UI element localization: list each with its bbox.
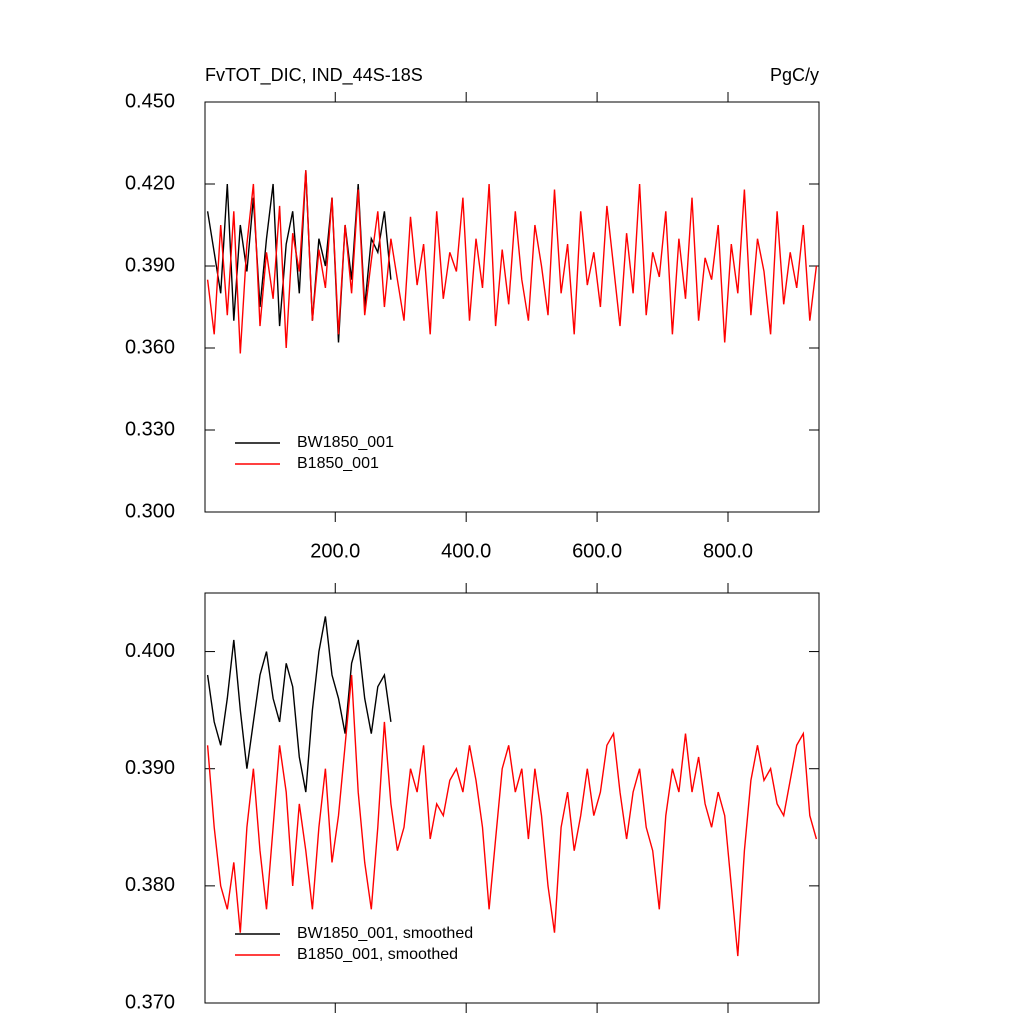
- y-tick-label: 0.390: [125, 254, 175, 276]
- legend-label: B1850_001: [297, 455, 379, 472]
- series-line: [206, 170, 392, 343]
- plot-frame: [204, 592, 820, 1004]
- y-tick-label: 0.420: [125, 172, 175, 194]
- plot-frame: [204, 101, 820, 513]
- legend-label: B1850_001, smoothed: [297, 946, 458, 963]
- y-tick-label: 0.300: [125, 500, 175, 522]
- legend-label: BW1850_001, smoothed: [297, 925, 473, 942]
- x-tick-label: 400.0: [441, 540, 491, 562]
- y-tick-label: 0.360: [125, 336, 175, 358]
- legend-label: BW1850_001: [297, 434, 394, 451]
- series-line: [206, 170, 818, 354]
- series-line: [206, 674, 818, 957]
- y-tick-label: 0.380: [125, 874, 175, 896]
- y-tick-label: 0.390: [125, 757, 175, 779]
- x-tick-label: 600.0: [572, 540, 622, 562]
- y-tick-label: 0.330: [125, 418, 175, 440]
- chart-title: FvTOT_DIC, IND_44S-18S: [205, 65, 423, 86]
- y-tick-label: 0.450: [125, 90, 175, 112]
- series-line: [206, 616, 392, 793]
- x-tick-label: 200.0: [310, 540, 360, 562]
- x-tick-label: 800.0: [703, 540, 753, 562]
- y-tick-label: 0.400: [125, 640, 175, 662]
- units-label: PgC/y: [770, 65, 819, 85]
- y-tick-label: 0.370: [125, 991, 175, 1013]
